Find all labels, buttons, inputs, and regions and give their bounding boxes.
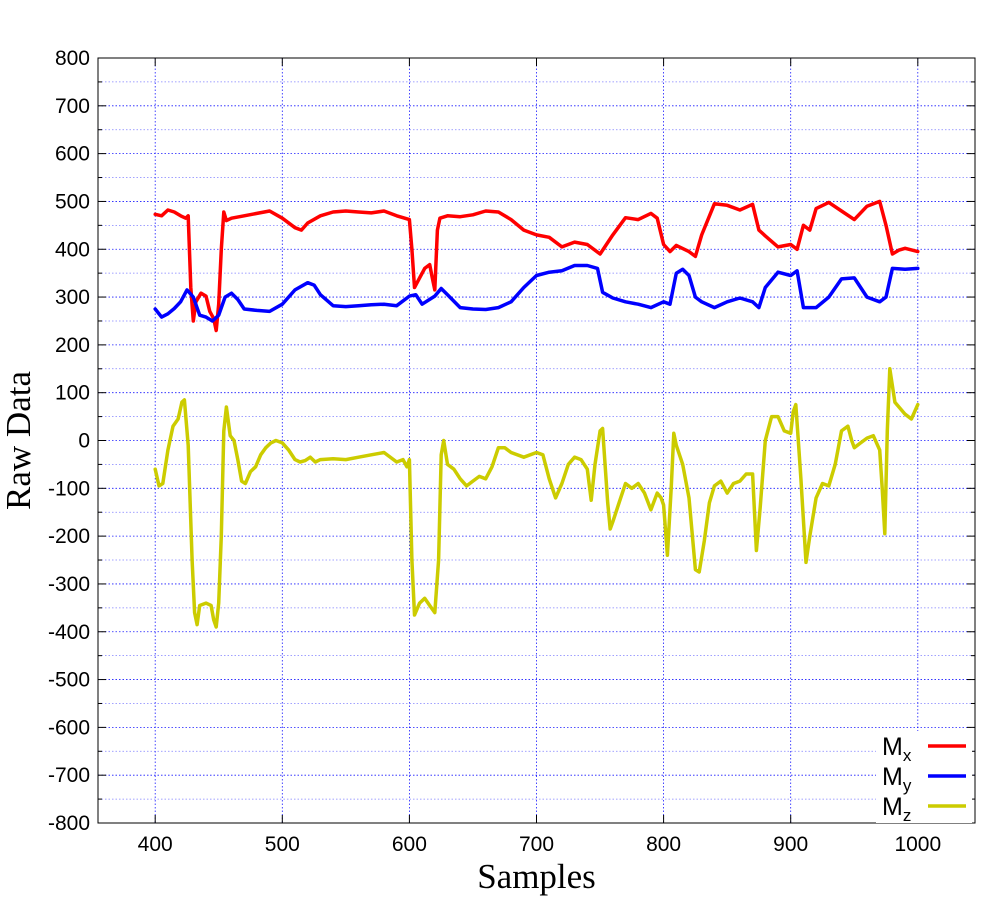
x-tick-label: 800 xyxy=(646,833,681,856)
y-tick-label: -300 xyxy=(48,573,90,596)
series-line-y xyxy=(153,263,920,323)
y-tick-label: 500 xyxy=(55,190,90,213)
series-line-x xyxy=(153,199,920,333)
y-tick-label: -400 xyxy=(48,621,90,644)
legend-label-sub: y xyxy=(903,776,912,795)
axis-ticks xyxy=(98,57,975,824)
x-axis-title: Samples xyxy=(477,857,596,896)
legend-label-main: M xyxy=(882,733,903,761)
x-tick-label: 900 xyxy=(773,833,808,856)
y-tick-labels: -800 -700 -600 -500 -400 -300 -200 -100 0 100 200 3… xyxy=(48,47,90,835)
x-tick-label: 700 xyxy=(519,833,554,856)
y-tick-label: -600 xyxy=(48,716,90,739)
y-tick-label: -100 xyxy=(48,477,90,500)
grid-lines xyxy=(98,58,975,823)
series-lines xyxy=(153,199,920,629)
y-tick-label: -200 xyxy=(48,525,90,548)
legend-label-main: M xyxy=(882,763,903,791)
x-tick-label: 1000 xyxy=(894,833,941,856)
legend-label-sub: z xyxy=(903,806,912,825)
series-line-z xyxy=(153,367,920,629)
x-tick-label: 600 xyxy=(392,833,427,856)
legend-label-main: M xyxy=(882,793,903,821)
x-tick-label: 500 xyxy=(265,833,300,856)
y-tick-label: 700 xyxy=(55,95,90,118)
x-tick-labels: 400 500 600 700 800 900 1000 xyxy=(138,833,941,856)
y-tick-label: -500 xyxy=(48,669,90,692)
legend-label-sub: x xyxy=(903,746,912,765)
y-tick-label: -800 xyxy=(48,812,90,835)
y-tick-label: 800 xyxy=(55,47,90,70)
y-tick-label: 300 xyxy=(55,286,90,309)
x-tick-label: 400 xyxy=(138,833,173,856)
y-tick-label: 100 xyxy=(55,382,90,405)
y-tick-label: 0 xyxy=(78,430,90,453)
y-tick-label: -700 xyxy=(48,764,90,787)
y-tick-label: 400 xyxy=(55,238,90,261)
legend-label-z: Mz xyxy=(882,793,911,825)
y-axis-title: Raw Data xyxy=(0,371,38,510)
y-tick-label: 200 xyxy=(55,334,90,357)
y-tick-label: 600 xyxy=(55,143,90,166)
legend-label-y: My xyxy=(882,763,912,795)
legend-label-x: Mx xyxy=(882,733,912,765)
